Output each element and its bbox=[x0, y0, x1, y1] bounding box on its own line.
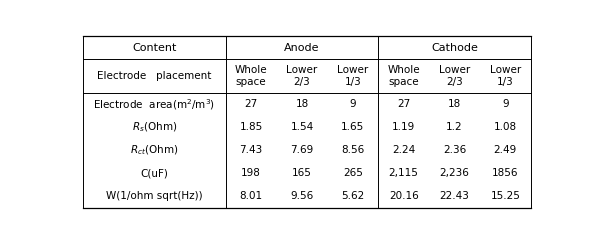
Text: 5.62: 5.62 bbox=[341, 191, 364, 201]
Text: Whole
space: Whole space bbox=[388, 65, 420, 87]
Text: 2,115: 2,115 bbox=[389, 168, 419, 178]
Text: 1.65: 1.65 bbox=[341, 122, 364, 132]
Text: 2.24: 2.24 bbox=[392, 145, 415, 155]
Text: 27: 27 bbox=[397, 99, 410, 109]
Text: 2,236: 2,236 bbox=[440, 168, 470, 178]
Text: C(uF): C(uF) bbox=[141, 168, 168, 178]
Text: 265: 265 bbox=[343, 168, 363, 178]
Text: 1856: 1856 bbox=[492, 168, 519, 178]
Text: 18: 18 bbox=[295, 99, 308, 109]
Text: 2.36: 2.36 bbox=[443, 145, 466, 155]
Text: Electrode  area(m$^2$/m$^3$): Electrode area(m$^2$/m$^3$) bbox=[93, 97, 216, 112]
Text: 9.56: 9.56 bbox=[291, 191, 314, 201]
Text: Anode: Anode bbox=[285, 43, 320, 53]
Text: 27: 27 bbox=[244, 99, 258, 109]
Text: W(1/ohm sqrt(Hz)): W(1/ohm sqrt(Hz)) bbox=[106, 191, 203, 201]
Text: 8.01: 8.01 bbox=[240, 191, 263, 201]
Text: Lower
2/3: Lower 2/3 bbox=[286, 65, 317, 87]
Text: Lower
1/3: Lower 1/3 bbox=[490, 65, 521, 87]
Text: 198: 198 bbox=[241, 168, 261, 178]
Text: Content: Content bbox=[132, 43, 177, 53]
Text: 1.08: 1.08 bbox=[494, 122, 517, 132]
Text: $R_s$(Ohm): $R_s$(Ohm) bbox=[132, 121, 177, 134]
Text: 2.49: 2.49 bbox=[494, 145, 517, 155]
Text: 8.56: 8.56 bbox=[341, 145, 364, 155]
Text: Cathode: Cathode bbox=[431, 43, 478, 53]
Text: 165: 165 bbox=[292, 168, 312, 178]
Text: 1.19: 1.19 bbox=[392, 122, 415, 132]
Text: 15.25: 15.25 bbox=[491, 191, 521, 201]
Text: $R_{ct}$(Ohm): $R_{ct}$(Ohm) bbox=[131, 144, 179, 157]
Text: 1.85: 1.85 bbox=[240, 122, 263, 132]
Text: 7.43: 7.43 bbox=[240, 145, 263, 155]
Text: 9: 9 bbox=[350, 99, 356, 109]
Text: 9: 9 bbox=[502, 99, 509, 109]
Text: 1.2: 1.2 bbox=[446, 122, 463, 132]
Text: 7.69: 7.69 bbox=[291, 145, 314, 155]
Text: Lower
2/3: Lower 2/3 bbox=[439, 65, 470, 87]
Text: 1.54: 1.54 bbox=[291, 122, 314, 132]
Text: Electrode   placement: Electrode placement bbox=[97, 71, 211, 81]
Text: Whole
space: Whole space bbox=[235, 65, 268, 87]
Text: Lower
1/3: Lower 1/3 bbox=[337, 65, 368, 87]
Text: 18: 18 bbox=[448, 99, 461, 109]
Text: 20.16: 20.16 bbox=[389, 191, 419, 201]
Text: 22.43: 22.43 bbox=[440, 191, 470, 201]
